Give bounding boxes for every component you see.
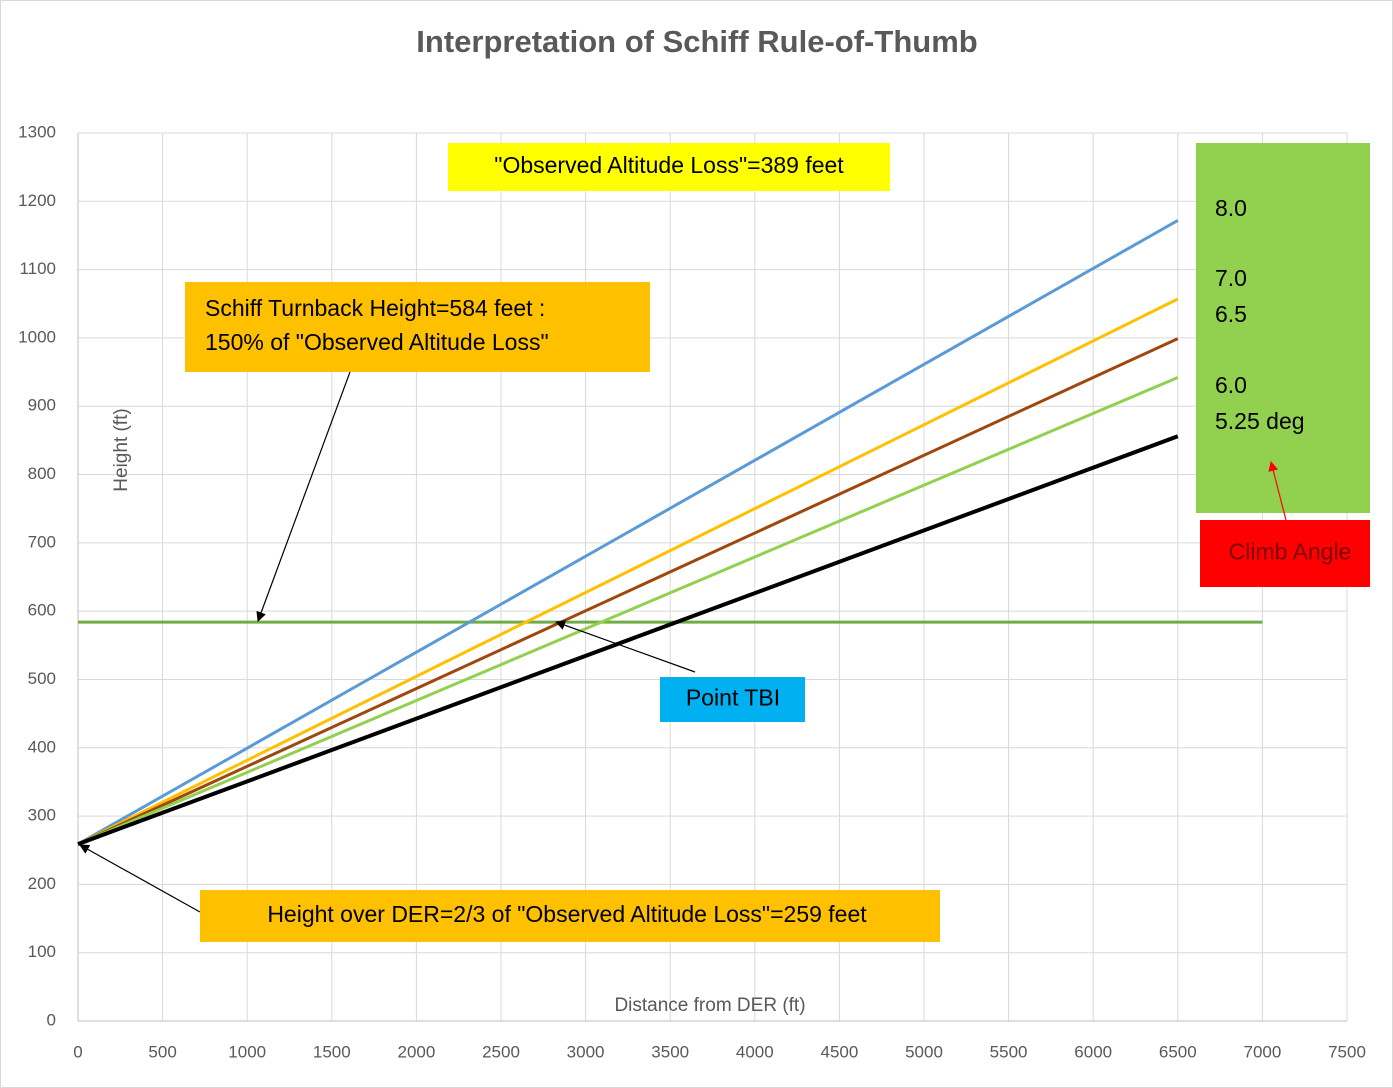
x-tick-label: 7000	[1243, 1042, 1281, 1061]
lines	[77, 219, 1263, 846]
y-tick-label: 1000	[18, 327, 56, 346]
legend-label: 5.25 deg	[1215, 408, 1305, 434]
x-axis-label: Distance from DER (ft)	[614, 995, 805, 1016]
annotation-text: Schiff Turnback Height=584 feet :	[205, 295, 545, 321]
chart-title: Interpretation of Schiff Rule-of-Thumb	[416, 24, 977, 59]
x-tick-label: 1000	[228, 1042, 266, 1061]
annotation-text: Height over DER=2/3 of "Observed Altitud…	[267, 901, 867, 927]
x-tick-label: 3000	[567, 1042, 605, 1061]
legend-label: 8.0	[1215, 195, 1247, 221]
x-tick-label: 1500	[313, 1042, 351, 1061]
annotations: 8.0 7.0 6.5 6.0 5.25 deg "Observed Altitude L…	[185, 143, 1370, 942]
x-tick-label: 0	[73, 1042, 82, 1061]
x-tick-label: 2500	[482, 1042, 520, 1061]
x-tick-label: 5000	[905, 1042, 943, 1061]
legend-label: 6.0	[1215, 372, 1247, 398]
legend-box	[1196, 143, 1370, 513]
arrow	[79, 844, 201, 913]
x-tick-label: 4000	[736, 1042, 774, 1061]
series-line	[77, 337, 1179, 846]
x-tick-label: 2000	[397, 1042, 435, 1061]
x-tick-label: 3500	[651, 1042, 689, 1061]
annotation-text: Climb Angle	[1229, 539, 1352, 565]
y-tick-label: 400	[28, 737, 56, 756]
arrow	[555, 620, 696, 673]
x-tick-label: 6000	[1074, 1042, 1112, 1061]
legend-label: 7.0	[1215, 265, 1247, 291]
x-tick-label: 6500	[1159, 1042, 1197, 1061]
x-tick-label: 7500	[1328, 1042, 1366, 1061]
y-axis-label: Height (ft)	[111, 408, 132, 491]
series-line	[77, 297, 1179, 846]
annotation-box	[1200, 520, 1370, 587]
x-tick-label: 5500	[990, 1042, 1028, 1061]
x-tick-label: 500	[148, 1042, 176, 1061]
x-tick-label: 4500	[820, 1042, 858, 1061]
series-line	[77, 219, 1179, 846]
annotation-box	[200, 890, 940, 942]
y-tick-label: 600	[28, 601, 56, 620]
arrow	[256, 371, 351, 622]
arrow	[1268, 461, 1287, 521]
annotation-box	[185, 282, 650, 372]
y-tick-label: 300	[28, 806, 56, 825]
y-tick-label: 200	[28, 874, 56, 893]
annotation-text: 150% of "Observed Altitude Loss"	[205, 329, 549, 355]
series-line	[77, 434, 1179, 846]
y-tick-label: 1100	[19, 259, 56, 278]
y-tick-label: 500	[28, 669, 56, 688]
legend-label: 6.5	[1215, 301, 1247, 327]
y-tick-label: 100	[28, 942, 56, 961]
annotation-text: Point TBI	[686, 685, 780, 711]
y-tick-label: 800	[28, 464, 56, 483]
annotation-box	[660, 677, 805, 722]
y-tick-label: 700	[28, 532, 56, 551]
annotation-text: "Observed Altitude Loss"=389 feet	[494, 152, 844, 178]
y-tick-label: 900	[28, 396, 56, 415]
y-tick-label: 1300	[18, 122, 56, 141]
y-tick-label: 0	[47, 1010, 56, 1029]
series-line	[77, 376, 1179, 846]
annotation-box	[448, 143, 890, 191]
y-tick-label: 1200	[18, 191, 56, 210]
